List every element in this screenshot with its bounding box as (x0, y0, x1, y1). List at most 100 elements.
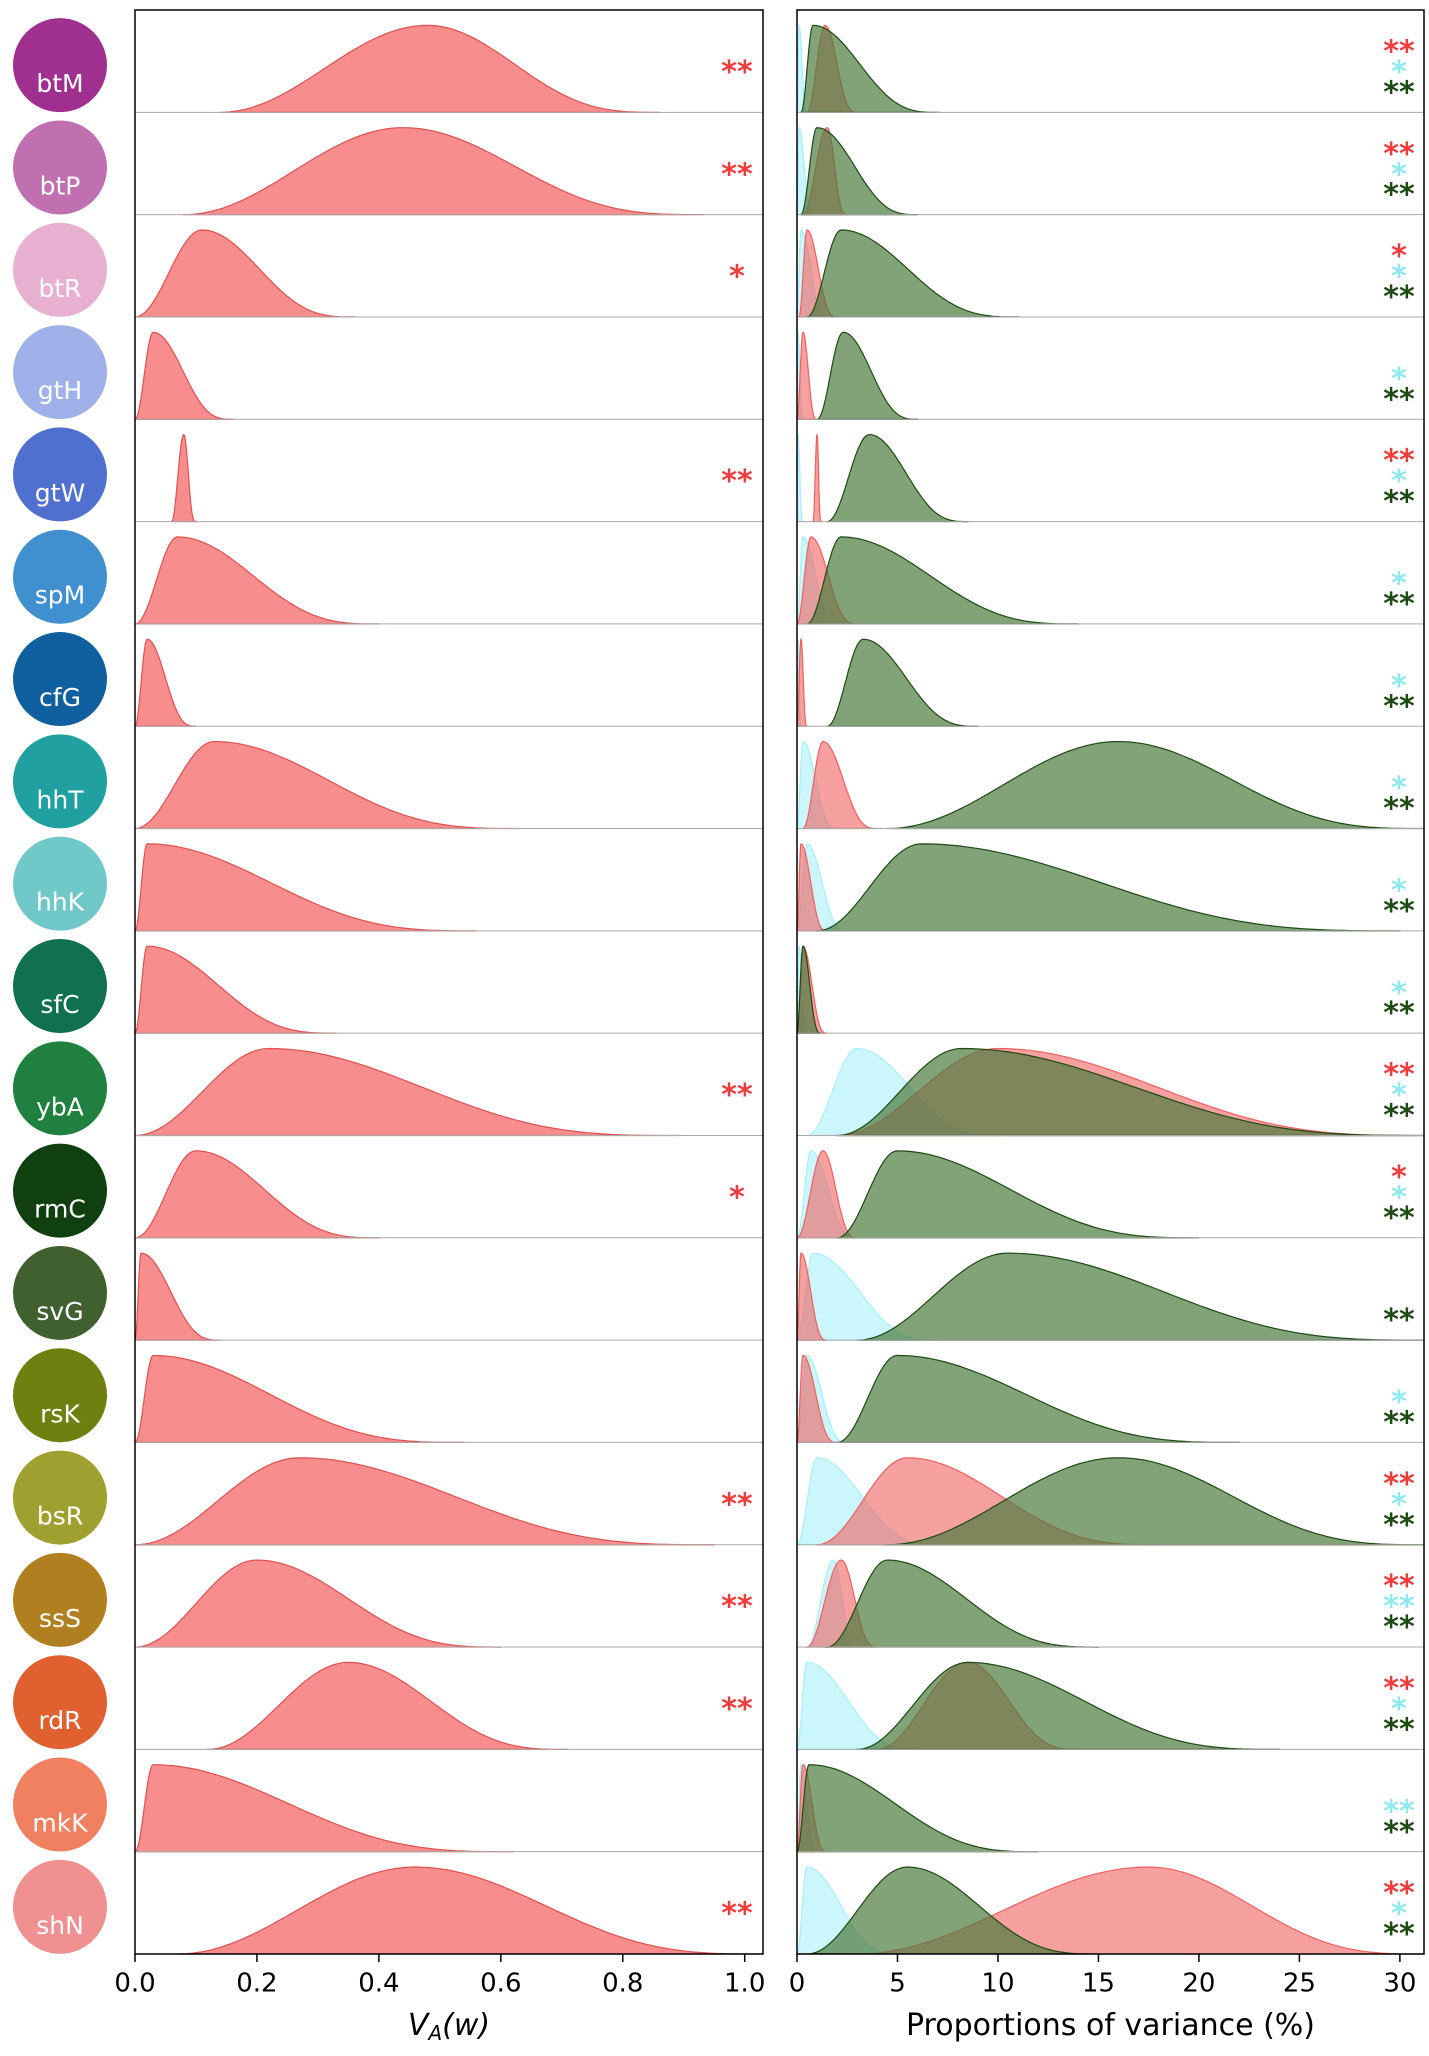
species-icon (13, 939, 107, 1033)
significance: ** (1383, 1794, 1415, 1829)
species-icon (13, 1552, 107, 1647)
panel-frame (134, 9, 764, 1955)
density (800, 127, 919, 216)
density (855, 1252, 1424, 1341)
significance: ** (721, 1590, 753, 1625)
significance: * (1391, 567, 1407, 602)
significance: ** (1383, 1099, 1415, 1134)
significance: * (1391, 239, 1407, 274)
x-tick-label: 5 (889, 1969, 906, 1999)
species-icon (13, 632, 107, 727)
significance: * (729, 1180, 745, 1215)
species-label: sfC (40, 990, 79, 1019)
x-axis-title-part: (w) (442, 2008, 490, 2043)
density (135, 1457, 716, 1546)
significance: * (1391, 1180, 1407, 1215)
density (886, 1457, 1424, 1546)
species-label: ybA (36, 1092, 84, 1121)
significance: ** (1383, 1590, 1415, 1625)
density (135, 229, 356, 318)
density (797, 1150, 859, 1239)
significance: ** (1383, 75, 1415, 110)
x-axis-title-part: Proportions of variance (%) (906, 2008, 1315, 2043)
significance: ** (1383, 444, 1415, 479)
density (826, 433, 970, 523)
density (836, 1354, 1241, 1444)
species-icon (13, 529, 107, 624)
species-label: rmC (34, 1195, 86, 1224)
significance: * (1391, 1078, 1407, 1113)
species-label: gtW (35, 478, 85, 507)
density (135, 1252, 221, 1341)
density (135, 1047, 680, 1137)
species-label: mkK (32, 1809, 88, 1838)
significance: * (1391, 157, 1407, 192)
significance: ** (1383, 1917, 1415, 1952)
density (135, 1764, 515, 1853)
species-label: hhT (37, 785, 85, 814)
significance: ** (721, 464, 753, 499)
density (797, 1252, 828, 1341)
x-tick-label: 0 (789, 1969, 806, 1999)
significance: ** (1383, 894, 1415, 929)
density (135, 638, 197, 727)
density (826, 638, 979, 727)
density (885, 741, 1424, 830)
significance: * (1391, 260, 1407, 295)
significance: ** (1383, 689, 1415, 724)
species-icon (13, 1245, 107, 1340)
significance: ** (1383, 1508, 1415, 1543)
species-label: hhK (36, 888, 85, 917)
species-label: btM (36, 69, 83, 98)
species-label: btP (40, 171, 81, 200)
x-tick-label: 15 (1082, 1969, 1115, 1999)
density (206, 1661, 569, 1751)
density (797, 638, 808, 727)
density (825, 1559, 1100, 1648)
density (135, 1354, 465, 1444)
density (801, 741, 879, 830)
x-tick-label: 25 (1283, 1969, 1316, 1999)
species-icon (13, 120, 107, 215)
density (799, 24, 940, 113)
density (816, 331, 919, 421)
significance: ** (721, 55, 753, 90)
density (836, 1047, 1424, 1137)
x-axis-title-part: V (408, 2008, 431, 2043)
density (797, 1354, 839, 1444)
significance: ** (1383, 1712, 1415, 1747)
x-tick-label: 10 (981, 1969, 1014, 1999)
x-tick-label: 1.0 (724, 1969, 765, 1999)
species-label: gtH (38, 376, 82, 405)
significance: * (1391, 669, 1407, 704)
density (182, 127, 704, 216)
panel-frame (796, 9, 1425, 1955)
significance: ** (1383, 485, 1415, 520)
significance: ** (721, 1487, 753, 1522)
significance: * (1391, 976, 1407, 1011)
x-tick-label: 0.2 (236, 1969, 277, 1999)
right-panel (797, 23, 1424, 1954)
significance: ** (721, 1897, 753, 1932)
density (135, 945, 337, 1034)
species-icon (13, 734, 107, 829)
significance: * (1391, 362, 1407, 397)
x-tick-label: 0.8 (602, 1969, 643, 1999)
species-label: btR (38, 274, 81, 303)
density (856, 1661, 1281, 1751)
species-icon (13, 1757, 107, 1852)
species-label: svG (36, 1297, 83, 1326)
significance: * (1391, 464, 1407, 499)
density (811, 433, 823, 523)
significance: * (729, 260, 745, 295)
significance: ** (721, 157, 753, 192)
x-axis-title-sub: A (426, 2021, 442, 2045)
x-axis-title: Proportions of variance (%) (906, 2008, 1315, 2043)
significance: * (1391, 771, 1407, 806)
significance: ** (1383, 382, 1415, 417)
significance: ** (1383, 1303, 1415, 1338)
x-tick-label: 30 (1383, 1969, 1416, 1999)
significance: ** (1383, 1672, 1415, 1707)
species-label: spM (35, 581, 85, 610)
species-icon (13, 1041, 107, 1136)
